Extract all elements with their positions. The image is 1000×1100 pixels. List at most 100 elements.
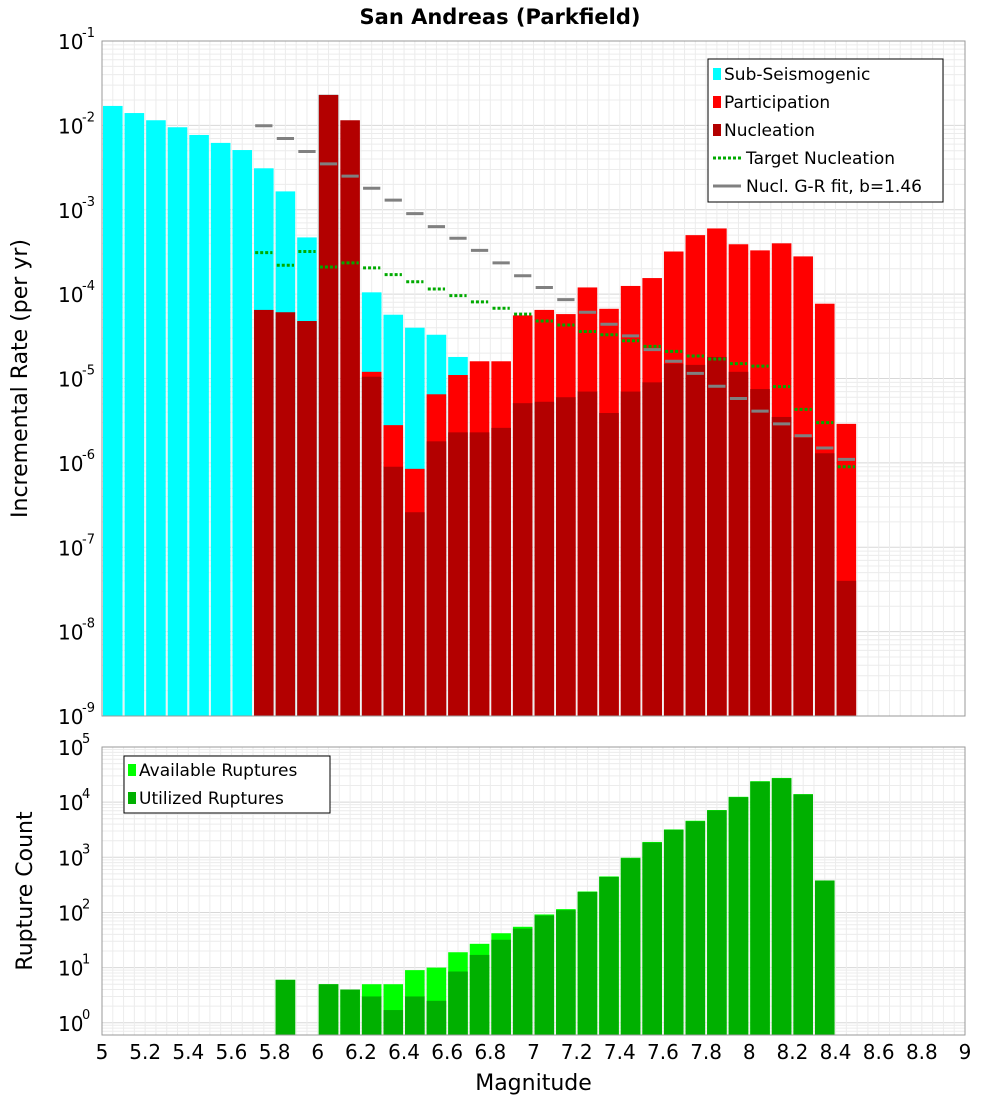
legend-swatch-nucleation bbox=[713, 124, 721, 136]
bottom-bar-utilized-ruptures bbox=[771, 778, 792, 1035]
bottom-y-tick-exponent: 2 bbox=[82, 897, 90, 912]
bottom-bar-utilized-ruptures bbox=[275, 979, 296, 1035]
legend-swatch-participation bbox=[713, 96, 721, 108]
bottom-bar-utilized-ruptures bbox=[728, 797, 749, 1035]
top-bar-nucleation bbox=[814, 453, 835, 716]
bottom-bar-utilized-ruptures bbox=[750, 781, 770, 1035]
top-bar-sub-seismogenic bbox=[103, 105, 123, 717]
bottom-y-tick-exponent: 0 bbox=[82, 1008, 90, 1023]
top-y-tick-labels: 10-910-810-710-610-510-410-310-210-1 bbox=[58, 26, 95, 729]
bottom-y-tick-exponent: 5 bbox=[82, 732, 90, 747]
legend-label-nucl-g-r-fit-b-1-46: Nucl. G-R fit, b=1.46 bbox=[746, 177, 922, 197]
legend-label-target-nucleation: Target Nucleation bbox=[745, 149, 895, 169]
top-y-tick-base: 10 bbox=[58, 452, 83, 476]
top-y-tick-exponent: -7 bbox=[82, 532, 95, 547]
top-bar-nucleation bbox=[599, 413, 619, 716]
x-tick-label: 5 bbox=[96, 1040, 109, 1064]
bottom-bar-utilized-ruptures bbox=[448, 971, 468, 1035]
top-legend-box bbox=[707, 58, 944, 203]
top-bar-nucleation bbox=[534, 401, 555, 716]
x-tick-labels: 5 5.2 5.4 5.6 5.8 6 6.2 6.4 6.6 6.8 7 7.2 7.4 7.6 7.8 8… bbox=[96, 1040, 972, 1064]
top-bar-nucleation bbox=[750, 389, 770, 716]
x-tick-label: 7 bbox=[527, 1040, 540, 1064]
top-bar-nucleation bbox=[275, 312, 296, 716]
bottom-y-tick-base: 10 bbox=[58, 1012, 83, 1036]
top-bar-sub-seismogenic bbox=[124, 113, 145, 716]
top-bar-nucleation bbox=[448, 432, 468, 716]
bottom-plot-frame bbox=[101, 746, 966, 1036]
bottom-y-tick-base: 10 bbox=[58, 736, 83, 760]
x-tick-label: 5.6 bbox=[216, 1040, 248, 1064]
top-bar-nucleation bbox=[469, 432, 490, 716]
top-bar-sub-seismogenic bbox=[210, 142, 231, 716]
bottom-y-tick-base: 10 bbox=[58, 846, 83, 870]
x-tick-label: 6 bbox=[311, 1040, 324, 1064]
top-y-tick-base: 10 bbox=[58, 621, 83, 645]
bottom-bar-utilized-ruptures bbox=[556, 910, 576, 1035]
bottom-legend: Available Ruptures Utilized Ruptures bbox=[123, 755, 331, 814]
x-tick-label: 8.2 bbox=[776, 1040, 808, 1064]
x-tick-label: 7.8 bbox=[690, 1040, 722, 1064]
top-y-tick-exponent: -4 bbox=[82, 279, 95, 294]
bottom-bar-utilized-ruptures bbox=[361, 996, 382, 1035]
top-y-tick-base: 10 bbox=[58, 199, 83, 223]
top-bar-nucleation bbox=[405, 512, 425, 716]
top-bar-nucleation bbox=[491, 427, 511, 716]
top-y-tick-exponent: -1 bbox=[82, 26, 95, 41]
x-tick-label: 7.2 bbox=[561, 1040, 593, 1064]
top-bar-nucleation bbox=[340, 120, 360, 717]
legend-swatch-utilized-ruptures bbox=[128, 792, 136, 804]
x-tick-label: 5.8 bbox=[259, 1040, 291, 1064]
legend-label-available-ruptures: Available Ruptures bbox=[139, 761, 297, 781]
x-tick-label: 8.6 bbox=[863, 1040, 895, 1064]
top-bar-sub-seismogenic bbox=[146, 120, 166, 717]
top-bar-nucleation bbox=[642, 382, 662, 716]
legend-label-nucleation: Nucleation bbox=[724, 121, 815, 141]
bottom-bar-utilized-ruptures bbox=[340, 989, 360, 1035]
top-y-tick-exponent: -3 bbox=[82, 195, 95, 210]
top-bar-nucleation bbox=[512, 403, 533, 716]
x-tick-label: 9 bbox=[959, 1040, 972, 1064]
top-bar-nucleation bbox=[728, 371, 749, 716]
top-legend: Sub-Seismogenic Participation Nucleation Ta… bbox=[707, 58, 944, 203]
bottom-bar-utilized-ruptures bbox=[814, 880, 835, 1035]
bottom-y-tick-exponent: 4 bbox=[82, 787, 90, 802]
bottom-bar-utilized-ruptures bbox=[405, 996, 425, 1035]
x-tick-label: 8.8 bbox=[906, 1040, 938, 1064]
bottom-bar-utilized-ruptures bbox=[663, 829, 684, 1035]
legend-swatch-sub-seismogenic bbox=[713, 68, 721, 80]
x-tick-label: 8 bbox=[743, 1040, 756, 1064]
top-bars bbox=[103, 94, 857, 717]
top-bar-nucleation bbox=[254, 309, 274, 716]
bottom-bar-utilized-ruptures bbox=[491, 939, 511, 1035]
top-bar-nucleation bbox=[793, 437, 813, 716]
top-y-tick-exponent: -2 bbox=[82, 110, 95, 125]
top-bar-nucleation bbox=[663, 363, 684, 716]
legend-label-participation: Participation bbox=[724, 93, 830, 113]
top-bar-nucleation bbox=[707, 356, 727, 716]
x-tick-label: 7.6 bbox=[647, 1040, 679, 1064]
top-bar-nucleation bbox=[836, 580, 857, 716]
top-plot-frame bbox=[101, 40, 966, 717]
top-bar-nucleation bbox=[556, 397, 576, 716]
x-tick-label: 6.4 bbox=[388, 1040, 420, 1064]
top-bar-nucleation bbox=[771, 416, 792, 716]
x-axis-label: Magnitude bbox=[475, 1071, 592, 1096]
x-tick-label: 7.4 bbox=[604, 1040, 636, 1064]
bottom-y-tick-exponent: 3 bbox=[82, 842, 90, 857]
bottom-bar-utilized-ruptures bbox=[426, 1000, 447, 1035]
top-y-tick-exponent: -5 bbox=[82, 364, 95, 379]
bottom-legend-box bbox=[123, 755, 331, 814]
top-bar-nucleation bbox=[297, 321, 317, 716]
bottom-bar-utilized-ruptures bbox=[577, 891, 598, 1035]
bottom-bar-utilized-ruptures bbox=[512, 928, 533, 1035]
legend-label-sub-seismogenic: Sub-Seismogenic bbox=[724, 65, 870, 85]
bottom-y-axis-label: Rupture Count bbox=[13, 811, 38, 971]
top-y-tick-base: 10 bbox=[58, 30, 83, 54]
top-bar-nucleation bbox=[620, 391, 641, 716]
bottom-bar-utilized-ruptures bbox=[620, 858, 641, 1035]
top-bar-sub-seismogenic bbox=[189, 134, 209, 717]
top-bar-nucleation bbox=[318, 94, 339, 716]
